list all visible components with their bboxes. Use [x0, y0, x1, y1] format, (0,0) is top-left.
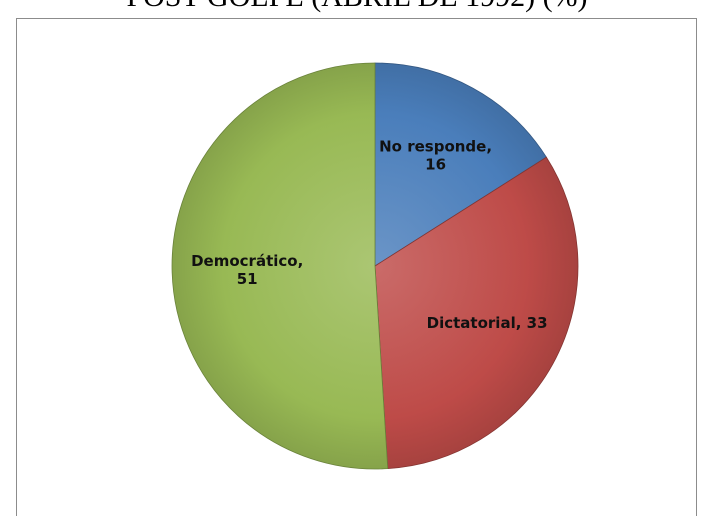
- slice-label-democr-tico: Democrático, 51: [191, 252, 303, 288]
- slice-label-dictatorial: Dictatorial, 33: [427, 314, 548, 332]
- slice-label-no-responde: No responde, 16: [379, 138, 492, 174]
- pie-slice-no-responde: [374, 62, 547, 267]
- chart-title: POST-GOLPE (ABRIL DE 1992) (%): [0, 0, 714, 14]
- slices-layer: [171, 62, 579, 470]
- pie-slice-democr-tico: [171, 62, 389, 470]
- labels-layer: No responde, 16 Dictatorial, 33 Democrático…: [191, 138, 547, 332]
- pie-slice-dictatorial: [374, 156, 579, 470]
